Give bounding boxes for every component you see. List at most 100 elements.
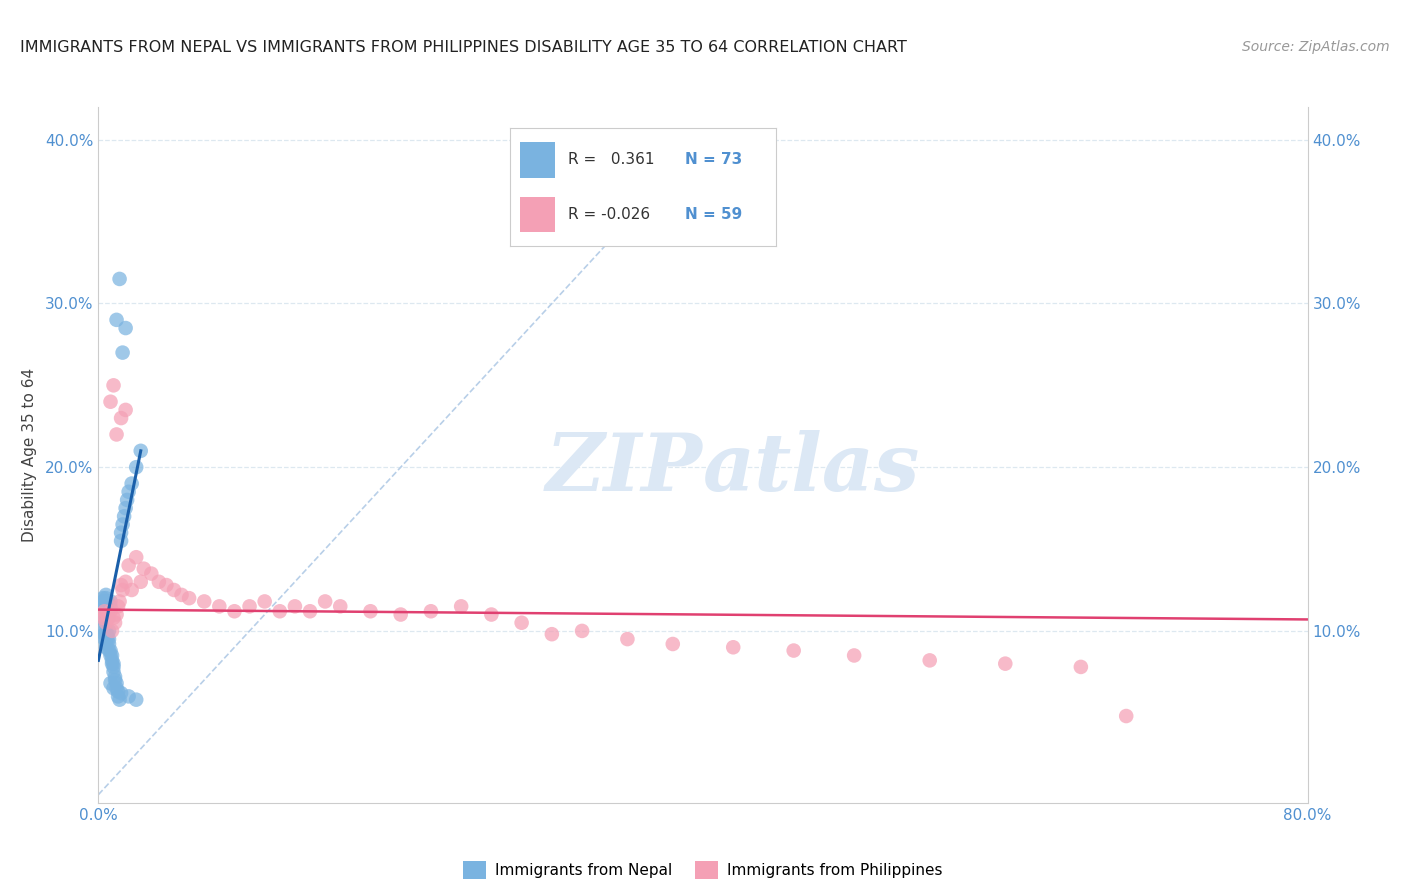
Point	[723, 640, 745, 655]
Point	[110, 578, 132, 592]
Point	[107, 690, 129, 704]
Point	[98, 637, 121, 651]
Point	[918, 653, 941, 667]
Point	[284, 599, 307, 614]
Point	[115, 492, 138, 507]
Point	[111, 582, 134, 597]
Point	[90, 599, 112, 614]
Point	[141, 566, 163, 581]
Point	[118, 690, 141, 704]
Point	[108, 272, 131, 286]
Point	[616, 632, 638, 646]
Point	[94, 594, 117, 608]
Point	[110, 411, 132, 425]
Point	[107, 684, 129, 698]
Point	[103, 681, 125, 696]
Point	[994, 657, 1017, 671]
Point	[101, 653, 124, 667]
Point	[93, 624, 115, 638]
Point	[94, 632, 117, 646]
Point	[111, 345, 134, 359]
Point	[91, 611, 114, 625]
Point	[110, 686, 132, 700]
Point	[125, 692, 148, 706]
Point	[93, 615, 115, 630]
Point	[96, 599, 118, 614]
Point	[155, 578, 177, 592]
Point	[96, 627, 118, 641]
Point	[96, 594, 118, 608]
Text: atlas: atlas	[703, 430, 921, 508]
Point	[90, 607, 112, 622]
Point	[94, 624, 117, 638]
Point	[103, 611, 125, 625]
Point	[100, 676, 122, 690]
Text: IMMIGRANTS FROM NEPAL VS IMMIGRANTS FROM PHILIPPINES DISABILITY AGE 35 TO 64 COR: IMMIGRANTS FROM NEPAL VS IMMIGRANTS FROM…	[20, 40, 907, 55]
Point	[105, 676, 128, 690]
Point	[91, 591, 114, 606]
Point	[108, 594, 131, 608]
Legend: Immigrants from Nepal, Immigrants from Philippines: Immigrants from Nepal, Immigrants from P…	[457, 855, 949, 886]
Point	[98, 632, 121, 646]
Point	[91, 611, 114, 625]
Point	[111, 517, 134, 532]
Point	[163, 582, 186, 597]
Point	[98, 611, 121, 625]
Point	[105, 313, 128, 327]
Point	[94, 591, 117, 606]
Point	[93, 599, 115, 614]
Point	[1115, 709, 1137, 723]
Text: ZIP: ZIP	[546, 430, 703, 508]
Point	[104, 673, 127, 687]
Point	[91, 599, 114, 614]
Point	[104, 615, 127, 630]
Point	[93, 632, 115, 646]
Point	[571, 624, 593, 638]
Point	[93, 627, 115, 641]
Point	[96, 604, 118, 618]
Point	[114, 574, 136, 589]
Point	[540, 627, 562, 641]
Point	[129, 443, 152, 458]
Point	[420, 604, 443, 618]
Point	[170, 588, 193, 602]
Point	[224, 604, 246, 618]
Point	[101, 648, 124, 663]
Point	[96, 611, 118, 625]
Point	[94, 615, 117, 630]
Point	[125, 460, 148, 475]
Point	[94, 604, 117, 618]
Point	[105, 681, 128, 696]
Point	[118, 484, 141, 499]
Point	[103, 665, 125, 679]
Point	[100, 394, 122, 409]
Point	[389, 607, 412, 622]
Point	[114, 501, 136, 516]
Point	[90, 607, 112, 622]
Text: Source: ZipAtlas.com: Source: ZipAtlas.com	[1241, 40, 1389, 54]
Point	[101, 624, 124, 638]
Point	[94, 637, 117, 651]
Point	[208, 599, 231, 614]
Point	[125, 550, 148, 565]
Point	[96, 632, 118, 646]
Point	[91, 594, 114, 608]
Point	[93, 611, 115, 625]
Point	[118, 558, 141, 573]
Point	[96, 607, 118, 622]
Point	[93, 604, 115, 618]
Point	[105, 427, 128, 442]
Point	[94, 599, 117, 614]
Point	[105, 607, 128, 622]
Point	[98, 643, 121, 657]
Point	[94, 588, 117, 602]
Point	[121, 476, 143, 491]
Point	[94, 627, 117, 641]
Point	[100, 604, 122, 618]
Point	[93, 594, 115, 608]
Point	[329, 599, 352, 614]
Point	[91, 604, 114, 618]
Point	[112, 509, 135, 524]
Point	[114, 403, 136, 417]
Point	[110, 525, 132, 540]
